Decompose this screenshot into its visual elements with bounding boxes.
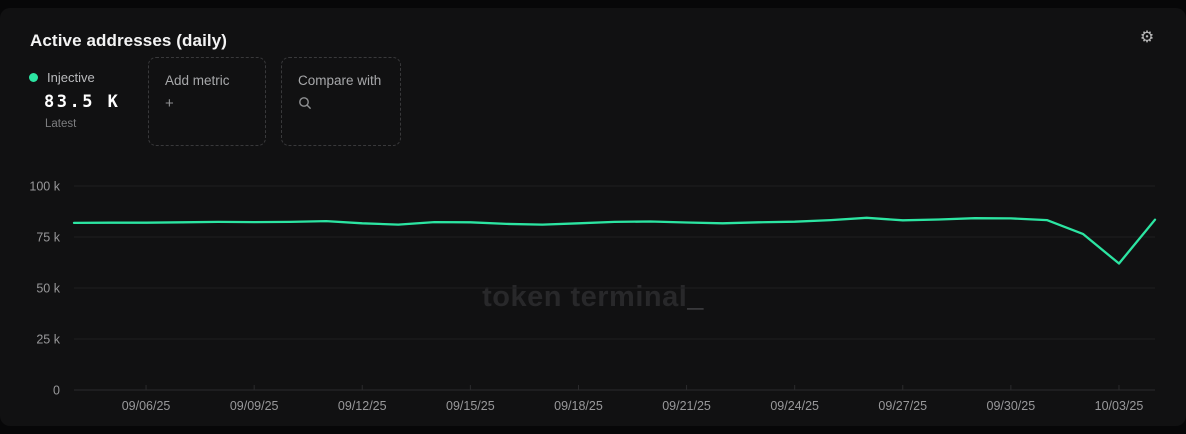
add-metric-button[interactable]: Add metric +: [148, 57, 266, 146]
compare-with-label: Compare with: [298, 73, 382, 88]
latest-value: 83.5 K: [44, 92, 121, 112]
y-tick-label: 100 k: [29, 180, 60, 194]
search-icon: [298, 95, 312, 111]
x-tick-label: 09/21/25: [662, 399, 711, 413]
token-terminal-watermark: token terminal_: [482, 281, 704, 313]
y-tick-label: 50 k: [36, 282, 60, 296]
series-name: Injective: [47, 70, 95, 85]
compare-with-button[interactable]: Compare with: [281, 57, 401, 146]
legend: Injective 83.5 K Latest: [29, 70, 120, 130]
x-tick-label: 09/06/25: [122, 399, 171, 413]
gear-icon[interactable]: ⚙: [1139, 26, 1155, 46]
series-line-injective: [72, 216, 1157, 265]
x-tick-label: 09/09/25: [230, 399, 279, 413]
x-tick-label: 09/24/25: [770, 399, 819, 413]
series-color-dot: [29, 73, 38, 82]
plus-icon: +: [165, 94, 174, 112]
x-tick-label: 09/30/25: [987, 399, 1036, 413]
x-tick-label: 09/27/25: [878, 399, 927, 413]
y-tick-label: 25 k: [36, 333, 60, 347]
y-tick-label: 0: [53, 384, 60, 398]
chart-card: Active addresses (daily) ⚙ Injective 83.…: [0, 8, 1186, 426]
latest-caption: Latest: [45, 118, 77, 130]
add-metric-label: Add metric: [165, 73, 230, 88]
x-tick-label: 10/03/25: [1095, 399, 1144, 413]
page-title: Active addresses (daily): [30, 31, 228, 50]
x-tick-label: 09/18/25: [554, 399, 603, 413]
x-tick-label: 09/15/25: [446, 399, 495, 413]
y-tick-label: 75 k: [36, 231, 60, 245]
x-tick-label: 09/12/25: [338, 399, 387, 413]
